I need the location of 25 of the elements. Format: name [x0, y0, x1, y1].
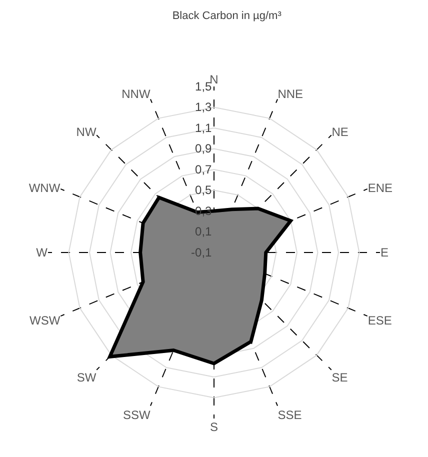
spoke-label: ENE [368, 180, 393, 195]
spoke-label: SW [76, 370, 97, 385]
spoke-label: WNW [28, 180, 61, 195]
y-tick-label: 1,1 [195, 120, 212, 135]
y-tick-label: 0,9 [195, 142, 212, 156]
spoke-label: NW [76, 125, 97, 140]
spoke-label: WSW [30, 314, 61, 328]
y-tick-label: 0,7 [195, 162, 212, 176]
spoke-label: N [210, 72, 218, 87]
spoke-label: SE [332, 370, 348, 385]
y-tick-label: 1,3 [195, 100, 212, 114]
spoke-label: SSW [122, 408, 151, 422]
spoke-label: W [36, 246, 48, 260]
y-tick-label: 1,5 [195, 79, 212, 94]
spoke-label: NE [332, 125, 348, 140]
spoke-label: NNW [122, 87, 151, 102]
spoke-label: SSE [278, 408, 302, 422]
y-tick-label: 0,1 [195, 224, 212, 239]
chart-title: Black Carbon in µg/m³ [172, 10, 282, 22]
y-tick-label: 0,5 [195, 183, 212, 198]
y-tick-label: -0,1 [191, 245, 212, 260]
spoke-label: ESE [368, 314, 392, 328]
spoke-label: NNE [278, 87, 304, 102]
spoke-label: S [210, 420, 218, 434]
spoke-label: E [380, 246, 389, 260]
